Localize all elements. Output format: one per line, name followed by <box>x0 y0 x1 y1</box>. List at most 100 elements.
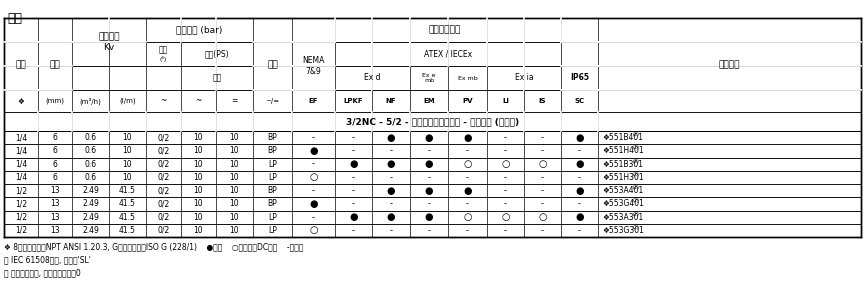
Text: ●: ● <box>575 159 584 169</box>
Text: 10: 10 <box>194 226 203 235</box>
Text: 0/2: 0/2 <box>157 146 170 155</box>
Text: -: - <box>427 226 431 235</box>
Text: EM: EM <box>423 98 435 104</box>
Text: (2): (2) <box>632 185 639 190</box>
Text: -: - <box>504 173 507 182</box>
Text: -: - <box>352 199 355 208</box>
Text: ~/=: ~/= <box>266 98 279 104</box>
Text: ●: ● <box>575 186 584 196</box>
Text: 1/2: 1/2 <box>15 186 27 195</box>
Text: -: - <box>504 146 507 155</box>
Text: 41.5: 41.5 <box>119 186 136 195</box>
Text: -: - <box>541 226 544 235</box>
Text: ❖551H401: ❖551H401 <box>602 146 644 155</box>
Text: (2): (2) <box>632 132 639 137</box>
Text: -: - <box>389 146 393 155</box>
Text: 10: 10 <box>194 213 203 221</box>
Text: ●: ● <box>464 133 471 143</box>
Text: (2): (2) <box>632 172 639 177</box>
Text: 10: 10 <box>230 226 240 235</box>
Text: 0/2: 0/2 <box>157 160 170 169</box>
Text: 13: 13 <box>50 213 60 221</box>
Text: -: - <box>541 173 544 182</box>
Text: ○: ○ <box>538 159 547 169</box>
Text: ●: ● <box>349 212 358 222</box>
Text: (2): (2) <box>632 159 639 164</box>
Text: (l/m): (l/m) <box>119 98 136 104</box>
Text: -: - <box>352 186 355 195</box>
Text: 10: 10 <box>123 133 132 142</box>
Text: LP: LP <box>268 213 277 221</box>
Text: Ex mb: Ex mb <box>458 75 477 81</box>
Text: 0.6: 0.6 <box>85 173 97 182</box>
Text: ○: ○ <box>464 159 471 169</box>
Text: -: - <box>578 173 581 182</box>
Text: 1/4: 1/4 <box>15 133 27 142</box>
Text: 10: 10 <box>230 186 240 195</box>
Text: 1/4: 1/4 <box>15 146 27 155</box>
Text: ●: ● <box>575 133 584 143</box>
Text: -: - <box>541 199 544 208</box>
Text: 13: 13 <box>50 186 60 195</box>
Text: ●: ● <box>310 146 317 156</box>
Text: ❖ 8代表螺纹标准NPT ANSI 1.20.3, G代表螺纹标准ISO G (228/1)    ●可选    ○仅适用于DC线圈    -不可选: ❖ 8代表螺纹标准NPT ANSI 1.20.3, G代表螺纹标准ISO G (… <box>4 242 304 251</box>
Text: -: - <box>466 199 469 208</box>
Text: 0.6: 0.6 <box>85 133 97 142</box>
Text: -: - <box>541 186 544 195</box>
Text: LP: LP <box>268 173 277 182</box>
Text: ●: ● <box>349 159 358 169</box>
Text: ❖551B301: ❖551B301 <box>602 160 643 169</box>
Text: 1/2: 1/2 <box>15 213 27 221</box>
Text: 13: 13 <box>50 226 60 235</box>
Text: 管径: 管径 <box>16 61 26 69</box>
Text: -: - <box>352 146 355 155</box>
Text: -: - <box>352 173 355 182</box>
Text: ●: ● <box>425 133 433 143</box>
Text: 41.5: 41.5 <box>119 226 136 235</box>
Text: 2.49: 2.49 <box>82 213 99 221</box>
Text: -: - <box>578 146 581 155</box>
Text: ●: ● <box>387 159 395 169</box>
Text: -: - <box>466 173 469 182</box>
Text: IS: IS <box>539 98 547 104</box>
Text: ●: ● <box>464 186 471 196</box>
Text: ●: ● <box>425 159 433 169</box>
Text: ~: ~ <box>160 96 167 105</box>
Text: 10: 10 <box>194 160 203 169</box>
Text: 41.5: 41.5 <box>119 213 136 221</box>
Text: -: - <box>312 133 315 142</box>
Text: 1/4: 1/4 <box>15 160 27 169</box>
Text: ●: ● <box>310 199 317 209</box>
Text: 0/2: 0/2 <box>157 226 170 235</box>
Text: 10: 10 <box>123 160 132 169</box>
Text: 1/4: 1/4 <box>15 173 27 182</box>
Text: IP65: IP65 <box>570 72 589 82</box>
Text: ○: ○ <box>464 212 471 222</box>
Text: ●: ● <box>425 212 433 222</box>
Text: BP: BP <box>267 199 278 208</box>
Text: 10: 10 <box>230 199 240 208</box>
Text: ❖551H301: ❖551H301 <box>602 173 644 182</box>
Text: ●: ● <box>387 133 395 143</box>
Text: SC: SC <box>574 98 585 104</box>
Text: -: - <box>427 146 431 155</box>
Text: (2): (2) <box>632 211 639 217</box>
Text: ATEX / IECEx: ATEX / IECEx <box>424 49 472 58</box>
Text: (³): (³) <box>160 56 167 62</box>
Text: ⑵ IEC 61508认证, 带后缀'SL': ⑵ IEC 61508认证, 带后缀'SL' <box>4 255 91 264</box>
Text: -: - <box>389 173 393 182</box>
Text: BP: BP <box>267 146 278 155</box>
Text: 参数: 参数 <box>7 12 22 25</box>
Text: BP: BP <box>267 186 278 195</box>
Text: 10: 10 <box>230 173 240 182</box>
Text: (2): (2) <box>632 145 639 150</box>
Text: 0/2: 0/2 <box>157 133 170 142</box>
Text: -: - <box>541 146 544 155</box>
Text: NF: NF <box>386 98 396 104</box>
Text: -: - <box>312 160 315 169</box>
Text: -: - <box>504 226 507 235</box>
Text: NEMA
7&9: NEMA 7&9 <box>302 56 324 76</box>
Text: ❖551B401: ❖551B401 <box>602 133 643 142</box>
Text: EF: EF <box>309 98 318 104</box>
Text: LPKF: LPKF <box>343 98 363 104</box>
